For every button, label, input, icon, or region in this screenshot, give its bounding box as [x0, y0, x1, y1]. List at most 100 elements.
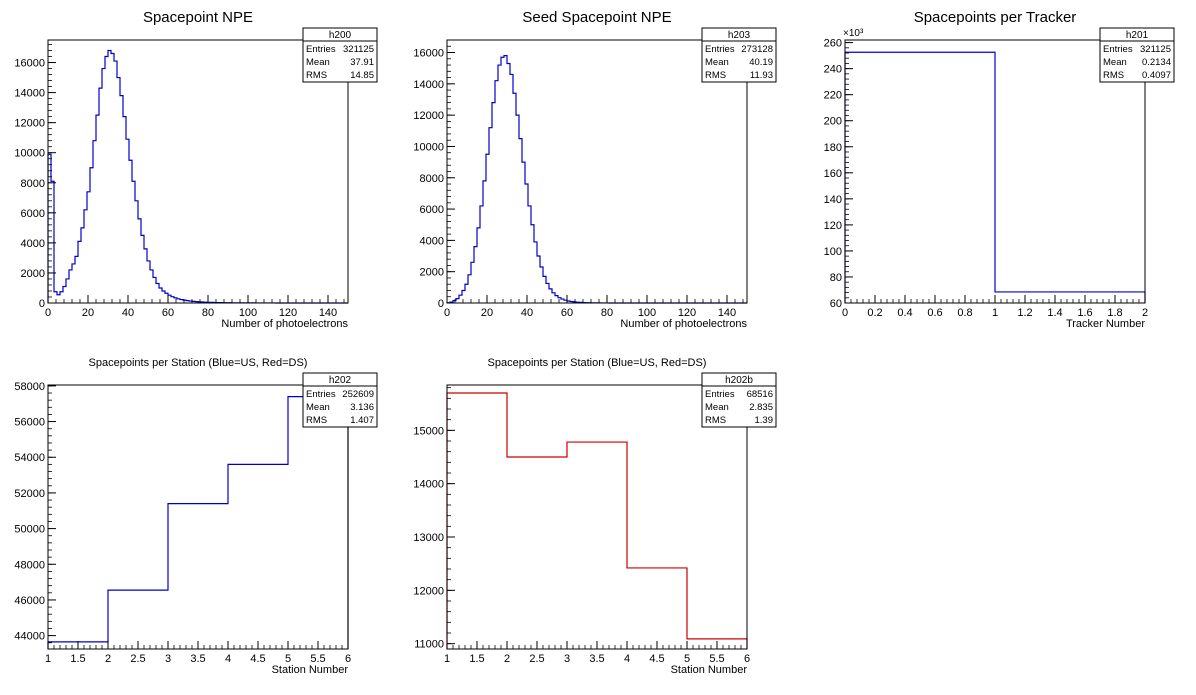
stats-box: h202b Entries 68516 Mean 2.835 RMS 1.39: [701, 372, 777, 428]
x-tick-label: 80: [202, 307, 214, 319]
x-tick-label: 0: [45, 307, 51, 319]
y-tick-label: 48000: [14, 559, 45, 571]
stats-label: RMS: [306, 70, 327, 81]
plot-frame: [47, 39, 349, 304]
x-tick-label: 3: [165, 653, 171, 665]
x-tick-label: 40: [122, 307, 134, 319]
x-tick-label: 0.2: [867, 307, 882, 319]
y-tick-label: 14000: [413, 479, 444, 491]
x-tick-label: 0.4: [897, 307, 912, 319]
y-tick-label: 80: [830, 272, 842, 284]
x-tick-label: 0: [842, 307, 848, 319]
stats-value: 40.19: [749, 57, 773, 68]
stats-box-frame: [701, 372, 777, 428]
stats-name: h201: [1126, 30, 1149, 41]
chart-h202b: Spacepoints per Station (Blue=US, Red=DS…: [413, 357, 777, 676]
x-tick-label: 1.8: [1107, 307, 1122, 319]
y-tick-label: 100: [824, 246, 842, 258]
stats-box: h200 Entries 321125 Mean 37.91 RMS 14.85: [302, 27, 378, 83]
y-tick-label: 14000: [413, 79, 444, 91]
y-tick-label: 16000: [413, 48, 444, 60]
y-tick-label: 56000: [14, 417, 45, 429]
x-axis-label: Station Number: [671, 664, 748, 676]
y-tick-label: 220: [824, 90, 842, 102]
stats-value: 3.136: [350, 402, 374, 413]
stats-label: Mean: [306, 57, 330, 68]
histogram-series: [446, 392, 748, 649]
stats-label: RMS: [705, 415, 726, 426]
y-tick-label: 13000: [413, 532, 444, 544]
stats-box-frame: [302, 372, 378, 428]
stats-value: 1.39: [755, 415, 774, 426]
x-tick-label: 140: [718, 307, 736, 319]
stats-label: Mean: [1103, 57, 1127, 68]
y-tick-label: 44000: [14, 631, 45, 643]
y-tick-label: 160: [824, 168, 842, 180]
stats-value: 321125: [1140, 44, 1171, 55]
x-tick-label: 3.5: [589, 653, 604, 665]
stats-name: h202: [329, 375, 352, 386]
stats-box-frame: [302, 27, 378, 83]
y-tick-label: 8000: [420, 173, 444, 185]
stats-label: Mean: [705, 402, 729, 413]
y-tick-label: 200: [824, 116, 842, 128]
chart-h202: Spacepoints per Station (Blue=US, Red=DS…: [14, 357, 378, 676]
y-tick-label: 15000: [413, 425, 444, 437]
y-tick-label: 4000: [21, 238, 45, 250]
histogram-series: [47, 395, 349, 649]
y-tick-label: 120: [824, 220, 842, 232]
chart-title: Spacepoints per Station (Blue=US, Red=DS…: [89, 357, 308, 369]
histogram-series: [446, 55, 747, 304]
x-tick-label: 0: [444, 307, 450, 319]
stats-label: Entries: [306, 44, 336, 55]
x-tick-label: 20: [82, 307, 94, 319]
stats-name: h200: [329, 30, 352, 41]
y-tick-label: 4000: [420, 235, 444, 247]
x-tick-label: 1: [992, 307, 998, 319]
y-tick-label: 50000: [14, 524, 45, 536]
stats-value: 2.835: [749, 402, 773, 413]
stats-box-frame: [701, 27, 777, 83]
stats-box: h202 Entries 252609 Mean 3.136 RMS 1.407: [302, 372, 378, 428]
x-tick-label: 100: [239, 307, 257, 319]
y-tick-label: 14000: [14, 88, 45, 100]
x-tick-label: 4.5: [250, 653, 265, 665]
y-tick-label: 2000: [420, 267, 444, 279]
y-tick-label: 2000: [21, 268, 45, 280]
y-tick-label: 240: [824, 64, 842, 76]
x-tick-label: 3.5: [190, 653, 205, 665]
chart-h201: Spacepoints per Tracker 0 0.2 0.4 0.6 0.8 1 1.2…: [824, 9, 1175, 330]
x-tick-label: 6: [744, 653, 750, 665]
y-tick-label: 11000: [414, 639, 444, 651]
y-tick-label: 260: [824, 38, 842, 50]
x-tick-label: 4.5: [649, 653, 664, 665]
stats-value: 273128: [741, 44, 773, 55]
chart-title: Spacepoints per Tracker: [914, 9, 1077, 26]
x-tick-label: 5: [684, 653, 690, 665]
y-tick-label: 0: [39, 298, 45, 310]
stats-value: 1.407: [350, 415, 374, 426]
x-tick-label: 4: [624, 653, 630, 665]
stats-label: Entries: [1103, 44, 1133, 55]
stats-label: Entries: [705, 389, 735, 400]
stats-value: 0.4097: [1142, 70, 1171, 81]
x-tick-label: 120: [279, 307, 297, 319]
stats-label: Mean: [705, 57, 729, 68]
x-tick-label: 1.2: [1017, 307, 1032, 319]
y-tick-label: 46000: [14, 595, 45, 607]
x-tick-label: 80: [601, 307, 613, 319]
stats-value: 11.93: [750, 70, 773, 81]
stats-label: Entries: [306, 389, 336, 400]
histogram-series: [47, 49, 348, 304]
histogram-series: [844, 51, 1146, 303]
x-tick-label: 60: [561, 307, 573, 319]
stats-name: h202b: [725, 375, 753, 386]
x-tick-label: 120: [678, 307, 696, 319]
x-tick-label: 1.5: [70, 653, 85, 665]
x-axis-label: Number of photoelectrons: [221, 318, 348, 330]
stats-box: h203 Entries 273128 Mean 40.19 RMS 11.93: [701, 27, 777, 83]
x-axis-label: Station Number: [272, 664, 349, 676]
x-tick-label: 3: [564, 653, 570, 665]
stats-value: 14.85: [350, 70, 374, 81]
